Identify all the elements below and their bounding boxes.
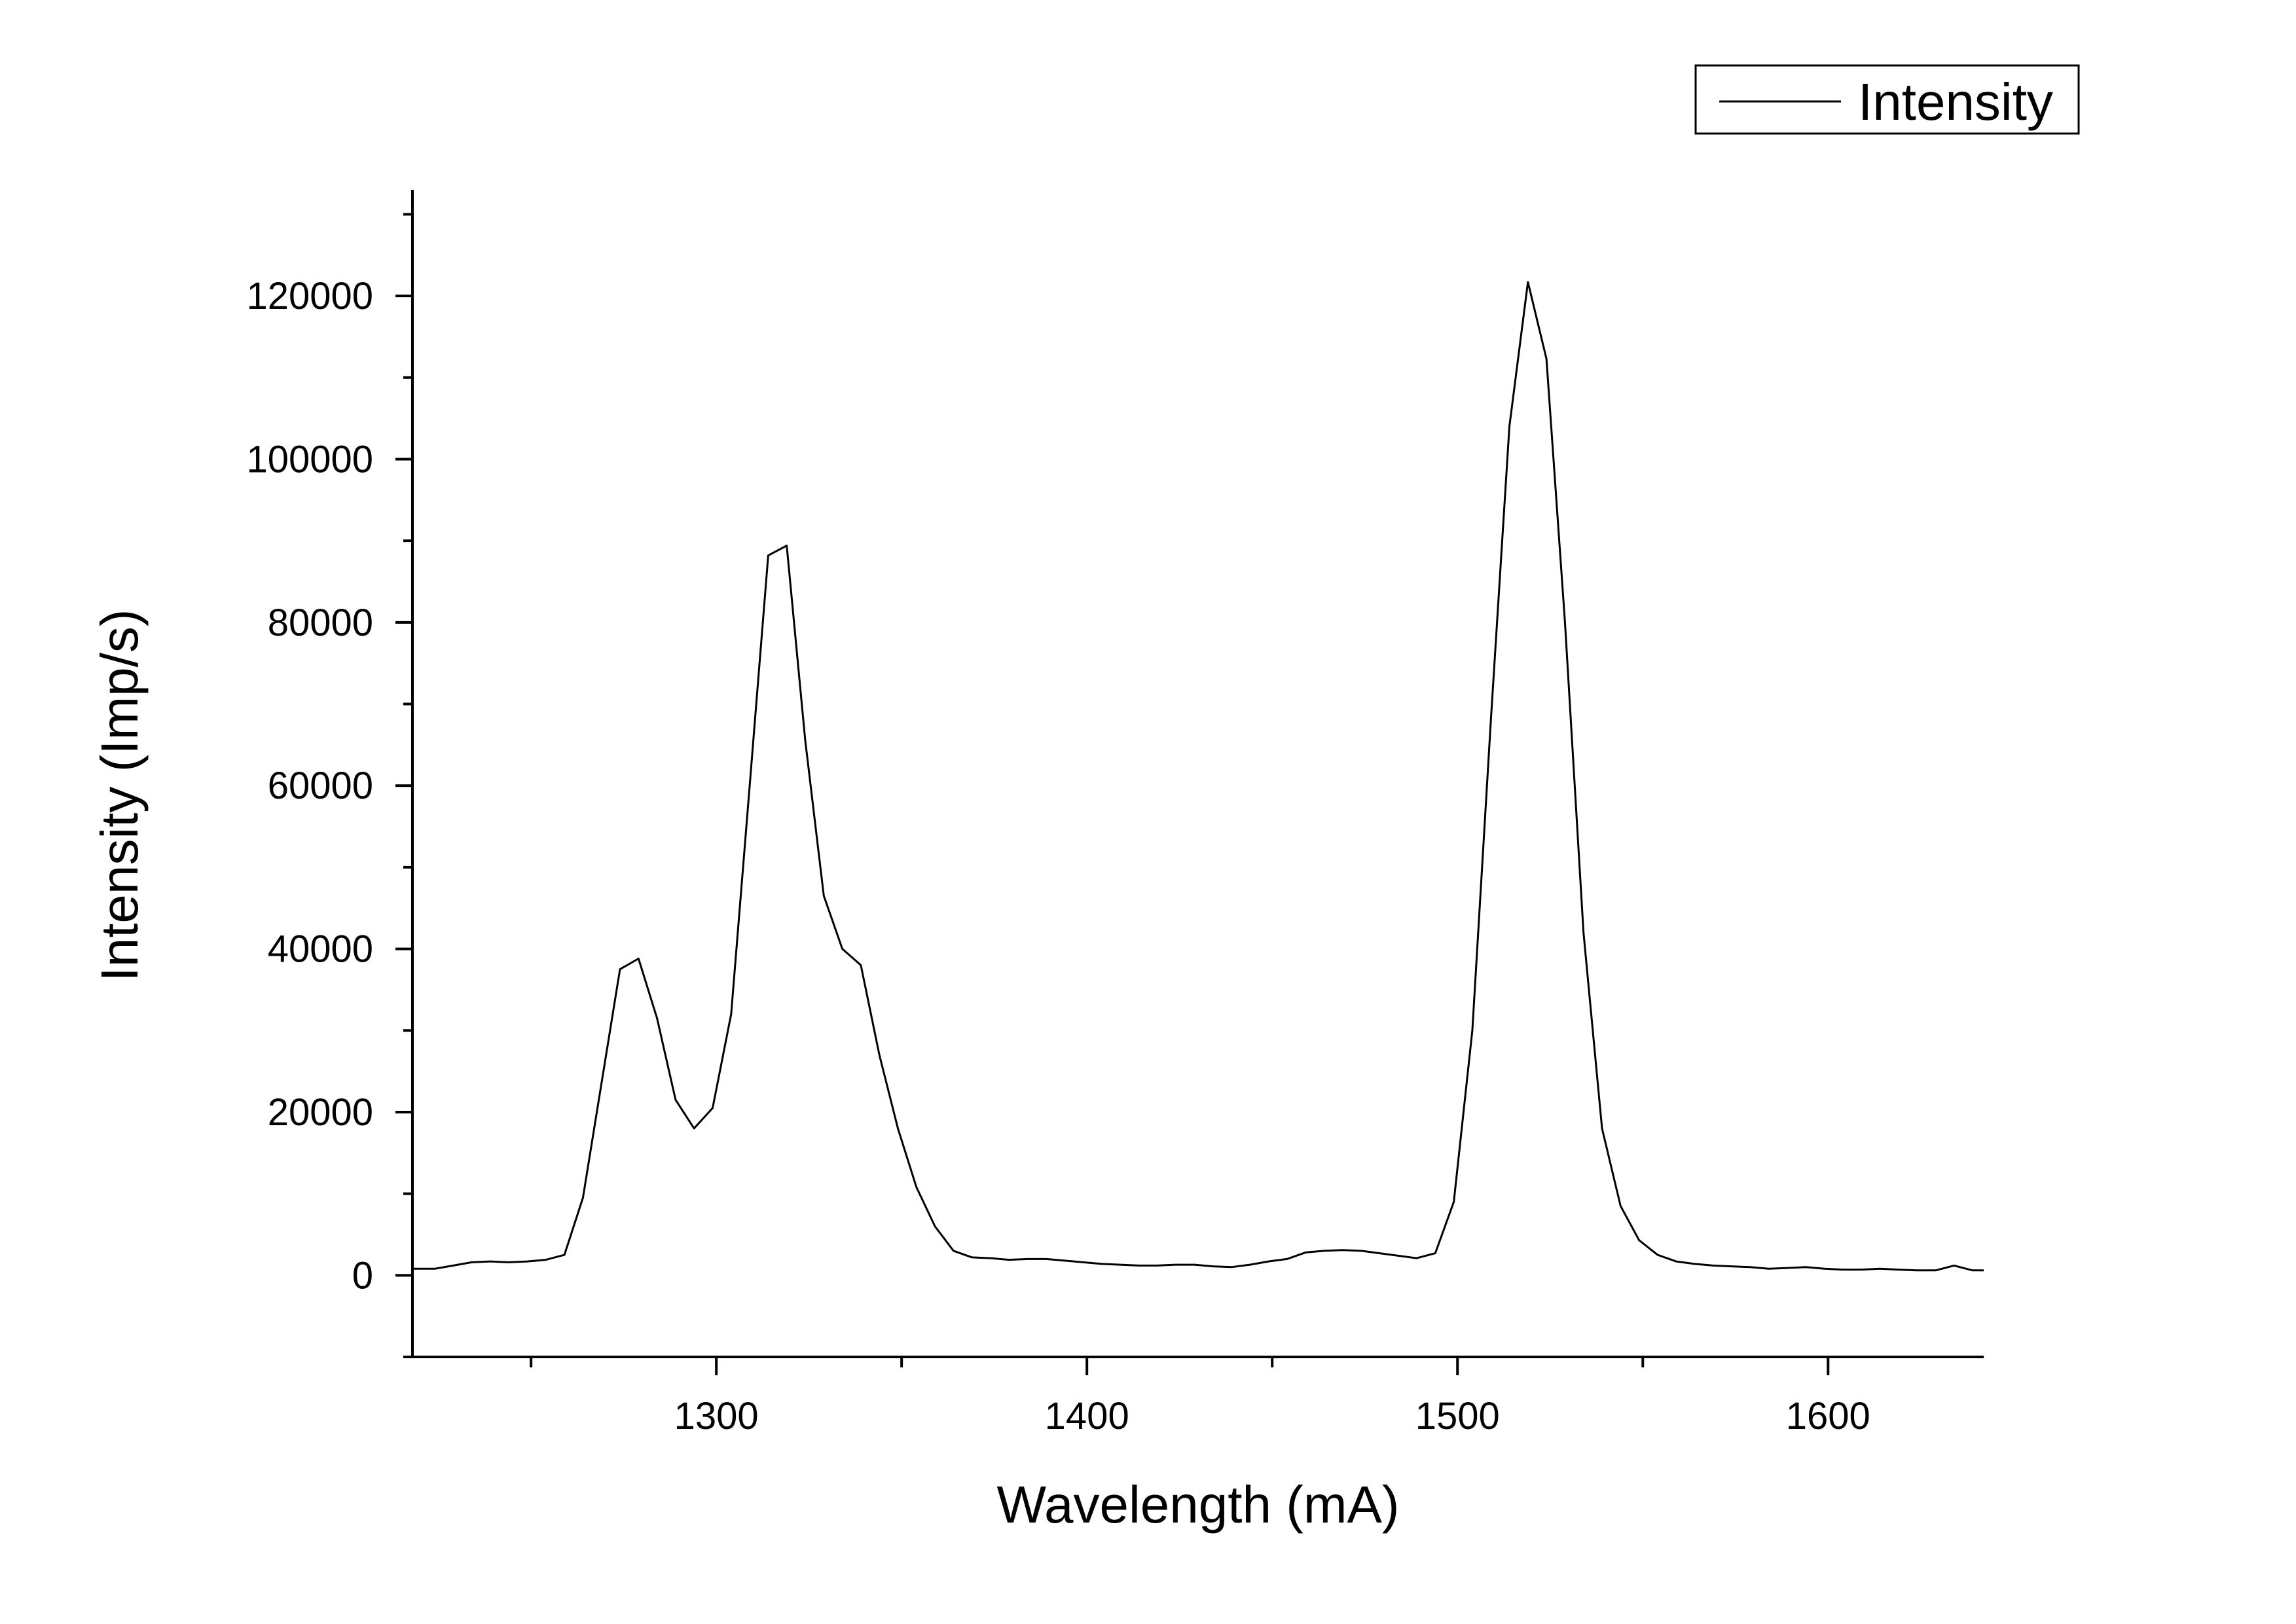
series-line-intensity [412,281,1984,1272]
y-tick-label: 20000 [268,1091,373,1134]
ticks [395,213,1830,1375]
y-tick-label: 100000 [246,438,373,480]
x-tick-label: 1400 [1045,1395,1129,1437]
y-tick-label: 40000 [268,928,373,971]
y-tick-label: 0 [352,1254,373,1297]
tick-labels: 1300 1400 1500 1600 0 20000 40000 60000 80000 100… [246,275,1870,1437]
y-tick-label: 60000 [268,765,373,807]
x-tick-label: 1300 [674,1395,759,1437]
x-tick-label: 1500 [1415,1395,1500,1437]
y-tick-label: 120000 [246,275,373,317]
y-axis-title: Intensity (Imp/s) [90,609,149,981]
legend-label: Intensity [1858,73,2053,131]
x-tick-label: 1600 [1786,1395,1870,1437]
legend: Intensity [1694,64,2080,135]
y-tick-label: 80000 [268,602,373,644]
legend-box [1694,64,2080,135]
axes [411,190,1984,1358]
series-layer [412,281,1984,1272]
x-axis-title: Wavelength (mA) [997,1475,1400,1534]
